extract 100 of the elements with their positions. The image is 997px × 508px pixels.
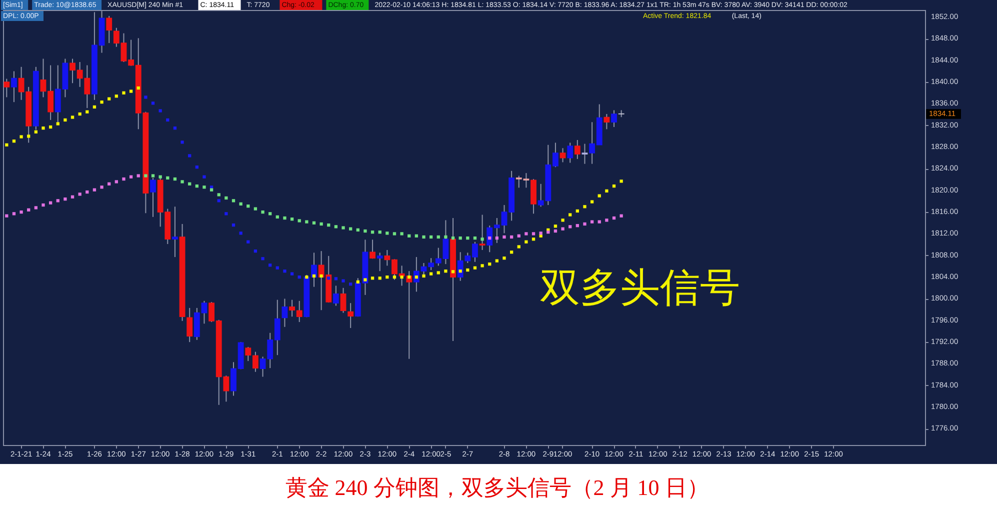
point: [495, 236, 499, 240]
point: [532, 232, 536, 236]
candlestick: [582, 143, 588, 164]
point: [136, 86, 140, 90]
point: [342, 279, 345, 282]
point: [342, 226, 345, 230]
point: [86, 190, 89, 194]
point: [224, 196, 228, 200]
point: [92, 105, 96, 109]
point: [283, 270, 286, 273]
point: [312, 221, 316, 224]
point: [356, 280, 360, 284]
candlestick: [574, 140, 580, 160]
candlestick: [348, 302, 354, 328]
point: [458, 270, 462, 273]
point: [473, 236, 477, 240]
point: [129, 175, 133, 178]
point: [444, 270, 448, 273]
point: [100, 100, 104, 104]
point: [232, 199, 236, 202]
point: [400, 232, 404, 236]
point: [546, 230, 550, 234]
point: [86, 110, 89, 114]
point: [370, 276, 374, 280]
point: [568, 213, 572, 216]
point: [554, 224, 558, 228]
point: [268, 212, 272, 216]
candlestick: [296, 300, 302, 323]
point: [466, 236, 470, 240]
point: [42, 203, 45, 207]
point: [166, 118, 170, 122]
point: [188, 154, 192, 158]
point: [195, 166, 198, 169]
text: 黄金 240 分钟图，双多头信号（2 月 10 日）: [285, 475, 709, 500]
candlestick: [530, 178, 536, 214]
point: [444, 235, 448, 239]
point: [502, 235, 506, 239]
point: [532, 238, 536, 241]
point: [5, 143, 8, 146]
point: [568, 225, 572, 228]
point: [92, 188, 96, 192]
point: [188, 182, 192, 186]
point: [56, 122, 60, 126]
point: [210, 186, 214, 189]
candlestick: [611, 110, 617, 128]
point: [590, 200, 594, 204]
point: [151, 102, 155, 105]
point: [122, 91, 126, 94]
point: [392, 275, 396, 279]
point: [539, 232, 542, 235]
point: [429, 272, 433, 276]
point: [305, 220, 308, 224]
point: [20, 210, 23, 214]
point: [458, 236, 462, 240]
point: [349, 282, 352, 286]
point: [312, 274, 316, 278]
candlestick: [289, 299, 295, 318]
point: [217, 199, 220, 202]
point: [202, 175, 206, 178]
point: [356, 228, 360, 232]
point: [144, 174, 148, 178]
annotation: 双多头信号: [540, 265, 740, 312]
point: [466, 268, 470, 272]
point: [290, 218, 294, 221]
point: [386, 232, 389, 235]
point: [246, 204, 250, 208]
point: [414, 234, 418, 238]
point: [598, 194, 601, 198]
point: [620, 180, 623, 183]
point: [612, 184, 616, 188]
candlestick: [106, 15, 112, 44]
point: [436, 271, 440, 274]
point: [20, 135, 23, 138]
point: [298, 275, 301, 279]
point: [27, 208, 30, 212]
point: [349, 227, 352, 230]
point: [158, 109, 162, 112]
point: [320, 274, 323, 278]
point: [217, 193, 220, 196]
point: [612, 216, 616, 220]
point: [129, 90, 133, 93]
point: [78, 192, 82, 196]
point: [78, 112, 82, 116]
point: [524, 240, 528, 244]
point: [180, 140, 184, 144]
point: [34, 206, 38, 210]
point: [254, 207, 258, 210]
point: [27, 134, 30, 138]
point: [261, 210, 264, 214]
point: [502, 256, 506, 260]
point: [480, 264, 484, 268]
point: [334, 277, 338, 280]
point: [114, 180, 118, 184]
point: [158, 175, 162, 178]
point: [422, 274, 426, 278]
point: [70, 116, 74, 119]
point: [108, 97, 111, 100]
point: [378, 276, 382, 280]
candlestick: [340, 287, 346, 314]
point: [48, 201, 52, 204]
